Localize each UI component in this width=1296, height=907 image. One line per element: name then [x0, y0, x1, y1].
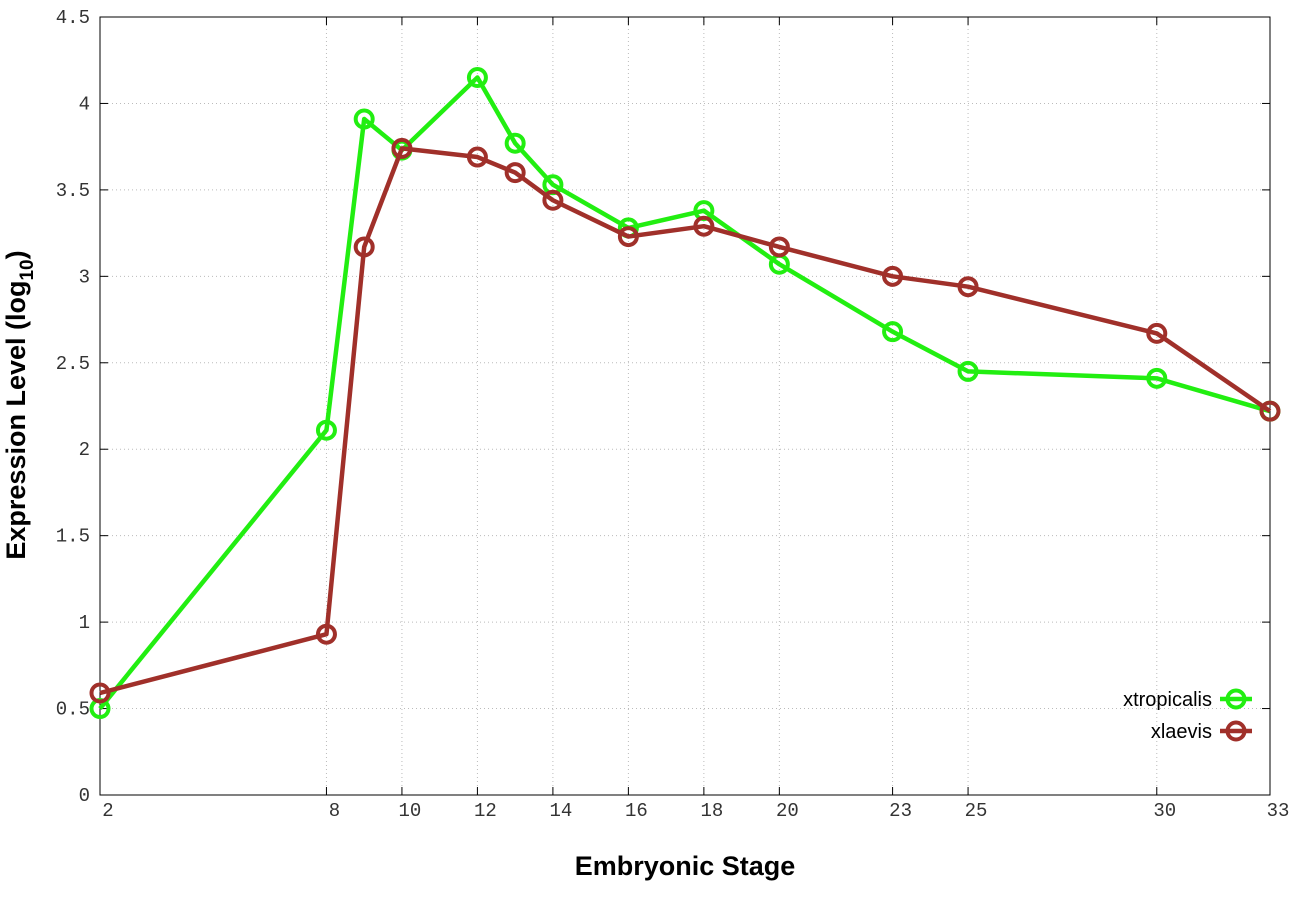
point-marker: [504, 132, 526, 154]
y-tick-label: 3.5: [56, 180, 90, 202]
x-tick-label: 8: [329, 800, 340, 822]
plot-frame: [99, 16, 1271, 796]
point-marker: [391, 137, 413, 159]
series-line: [99, 146, 1272, 696]
point-marker: [542, 189, 564, 211]
x-tick-label: 14: [549, 800, 572, 822]
point-marker: [315, 419, 337, 441]
x-axis-label: Embryonic Stage: [575, 851, 796, 881]
y-tick-label: 3: [79, 266, 90, 288]
point-marker: [353, 108, 375, 130]
x-tick-label: 30: [1153, 800, 1176, 822]
y-label-sub: 10: [17, 259, 38, 280]
point-marker: [768, 236, 790, 258]
point-marker: [315, 623, 337, 645]
point-marker: [504, 162, 526, 184]
point-marker: [882, 321, 904, 343]
point-marker: [1146, 367, 1168, 389]
x-tick-label: 16: [625, 800, 648, 822]
x-tick-label: 18: [700, 800, 723, 822]
legend-label: xlaevis: [1151, 721, 1212, 743]
y-tick-label: 0.5: [56, 699, 90, 721]
point-marker: [353, 236, 375, 258]
x-tick-label: 12: [474, 800, 497, 822]
legend-marker: [1225, 720, 1247, 742]
point-marker: [957, 360, 979, 382]
point-marker: [693, 215, 715, 237]
x-tick-label: 23: [889, 800, 912, 822]
point-marker: [466, 67, 488, 89]
point-marker: [882, 265, 904, 287]
x-tick-label: 20: [776, 800, 799, 822]
point-marker: [1259, 400, 1281, 422]
point-marker: [617, 226, 639, 248]
point-marker: [1146, 322, 1168, 344]
x-tick-label: 10: [399, 800, 422, 822]
y-tick-label: 2.5: [56, 353, 90, 375]
y-axis-label: Expression Level (log10): [1, 250, 38, 559]
y-tick-label: 1: [79, 612, 90, 634]
x-tick-label: 33: [1267, 800, 1290, 822]
y-tick-label: 2: [79, 439, 90, 461]
legend-label: xtropicalis: [1123, 689, 1212, 711]
x-tick-label: 25: [965, 800, 988, 822]
y-tick-label: 4.5: [56, 7, 90, 29]
y-tick-label: 1.5: [56, 526, 90, 548]
point-marker: [957, 276, 979, 298]
y-label-text: Expression Level (log: [1, 281, 31, 560]
y-tick-label: 4: [79, 93, 90, 115]
legend-marker: [1225, 688, 1247, 710]
y-label-end: ): [1, 250, 31, 259]
series-line: [98, 75, 1271, 710]
x-tick-label: 2: [102, 800, 113, 822]
point-marker: [89, 682, 111, 704]
point-marker: [466, 146, 488, 168]
y-tick-label: 0: [79, 785, 90, 807]
